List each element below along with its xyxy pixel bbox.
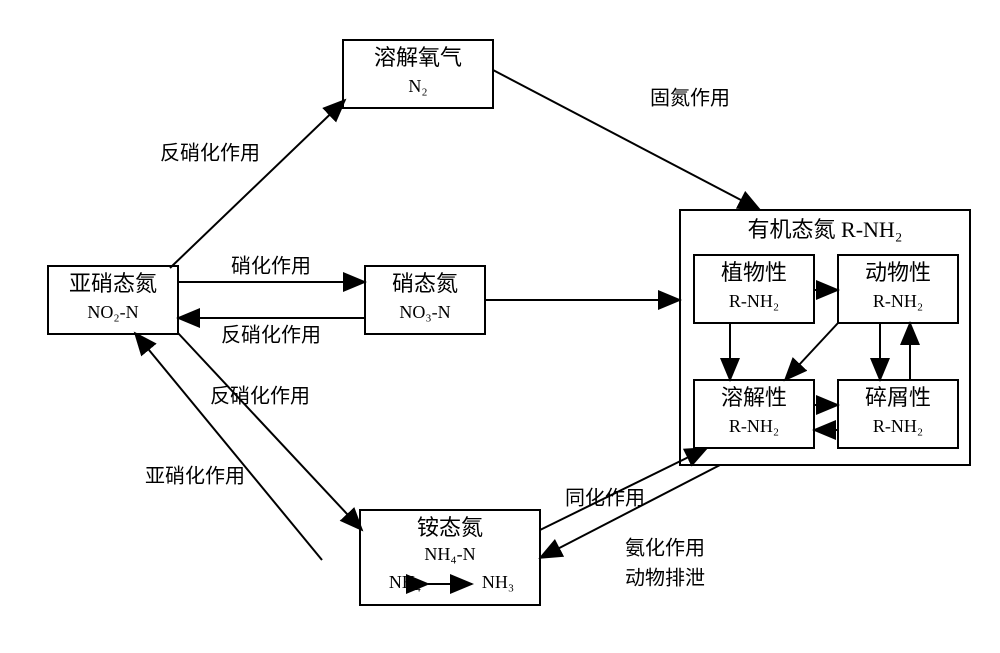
edge-nh4-no2-label: 亚硝化作用 [145,465,245,488]
edge-no2-no3-label: 硝化作用 [231,255,311,278]
svg-text:碎屑性: 碎屑性 [865,385,931,410]
edge-organic-nh4-label-1: 氨化作用 [625,537,705,560]
organic-container-title: 有机态氮 R-NH₂ [748,217,903,242]
edge-nh4-organic-label: 同化作用 [565,487,645,510]
edge-animal-dissolved [785,323,838,380]
svg-text:铵态氮: 铵态氮 [417,515,483,540]
edge-no2-n2-label: 反硝化作用 [160,142,260,165]
edge-n2-organic-label: 固氮作用 [650,87,730,110]
node-n2: 溶解氧气 N₂ [343,40,493,108]
edge-no2-nh4 [178,333,362,530]
edge-no2-nh4-label: 反硝化作用 [210,385,310,408]
edge-no2-n2 [170,100,345,268]
svg-text:NO₂-N: NO₂-N [87,302,138,322]
svg-text:NH₄-N: NH₄-N [424,544,475,564]
svg-text:R-NH₂: R-NH₂ [729,291,779,311]
edge-no3-no2-label: 反硝化作用 [221,324,321,347]
svg-text:亚硝态氮: 亚硝态氮 [69,271,157,296]
svg-text:NH₃: NH₃ [482,572,514,592]
node-dissolved: 溶解性 R-NH₂ [694,380,814,448]
edge-organic-nh4-label-2: 动物排泄 [625,567,705,590]
svg-text:植物性: 植物性 [721,260,787,285]
node-plant: 植物性 R-NH₂ [694,255,814,323]
edge-nh4-no2 [135,333,322,560]
svg-text:R-NH₂: R-NH₂ [873,416,923,436]
svg-text:NH₄: NH₄ [389,572,421,592]
svg-text:R-NH₂: R-NH₂ [873,291,923,311]
node-debris: 碎屑性 R-NH₂ [838,380,958,448]
node-no3: 硝态氮 NO₃-N [365,266,485,334]
node-nh4: 铵态氮 NH₄-N NH₄ NH₃ [360,510,540,605]
svg-text:NO₃-N: NO₃-N [399,302,450,322]
svg-text:R-NH₂: R-NH₂ [729,416,779,436]
svg-text:硝态氮: 硝态氮 [392,271,458,296]
svg-text:溶解氧气: 溶解氧气 [374,45,462,70]
node-animal: 动物性 R-NH₂ [838,255,958,323]
svg-text:N₂: N₂ [408,76,427,96]
svg-text:溶解性: 溶解性 [721,385,787,410]
node-no2: 亚硝态氮 NO₂-N [48,266,178,334]
svg-text:动物性: 动物性 [865,260,931,285]
